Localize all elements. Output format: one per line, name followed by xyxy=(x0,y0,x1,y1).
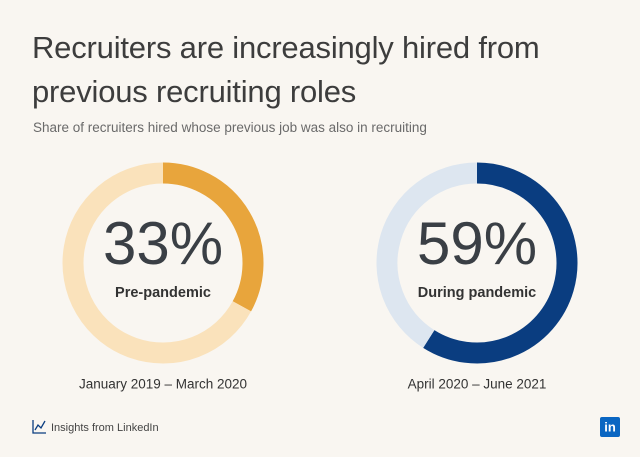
donut-segment xyxy=(62,162,252,364)
donut-segment xyxy=(423,162,578,364)
category-label: Pre-pandemic xyxy=(115,285,211,301)
logo-text: in xyxy=(604,419,616,434)
period-label: January 2019 – March 2020 xyxy=(79,377,247,392)
period-label: April 2020 – June 2021 xyxy=(408,377,547,392)
linkedin-logo xyxy=(600,417,620,437)
donut-segment xyxy=(376,162,478,348)
source: Insights from LinkedIn xyxy=(51,422,159,434)
category-label: During pandemic xyxy=(418,285,536,301)
title: Recruiters are increasingly hired from p… xyxy=(32,30,540,109)
donut-segment xyxy=(162,162,264,312)
value-label: 33% xyxy=(103,210,223,277)
value-label: 59% xyxy=(417,210,537,277)
subtitle: Share of recruiters hired whose previous… xyxy=(33,120,427,135)
source-icon xyxy=(32,420,46,434)
